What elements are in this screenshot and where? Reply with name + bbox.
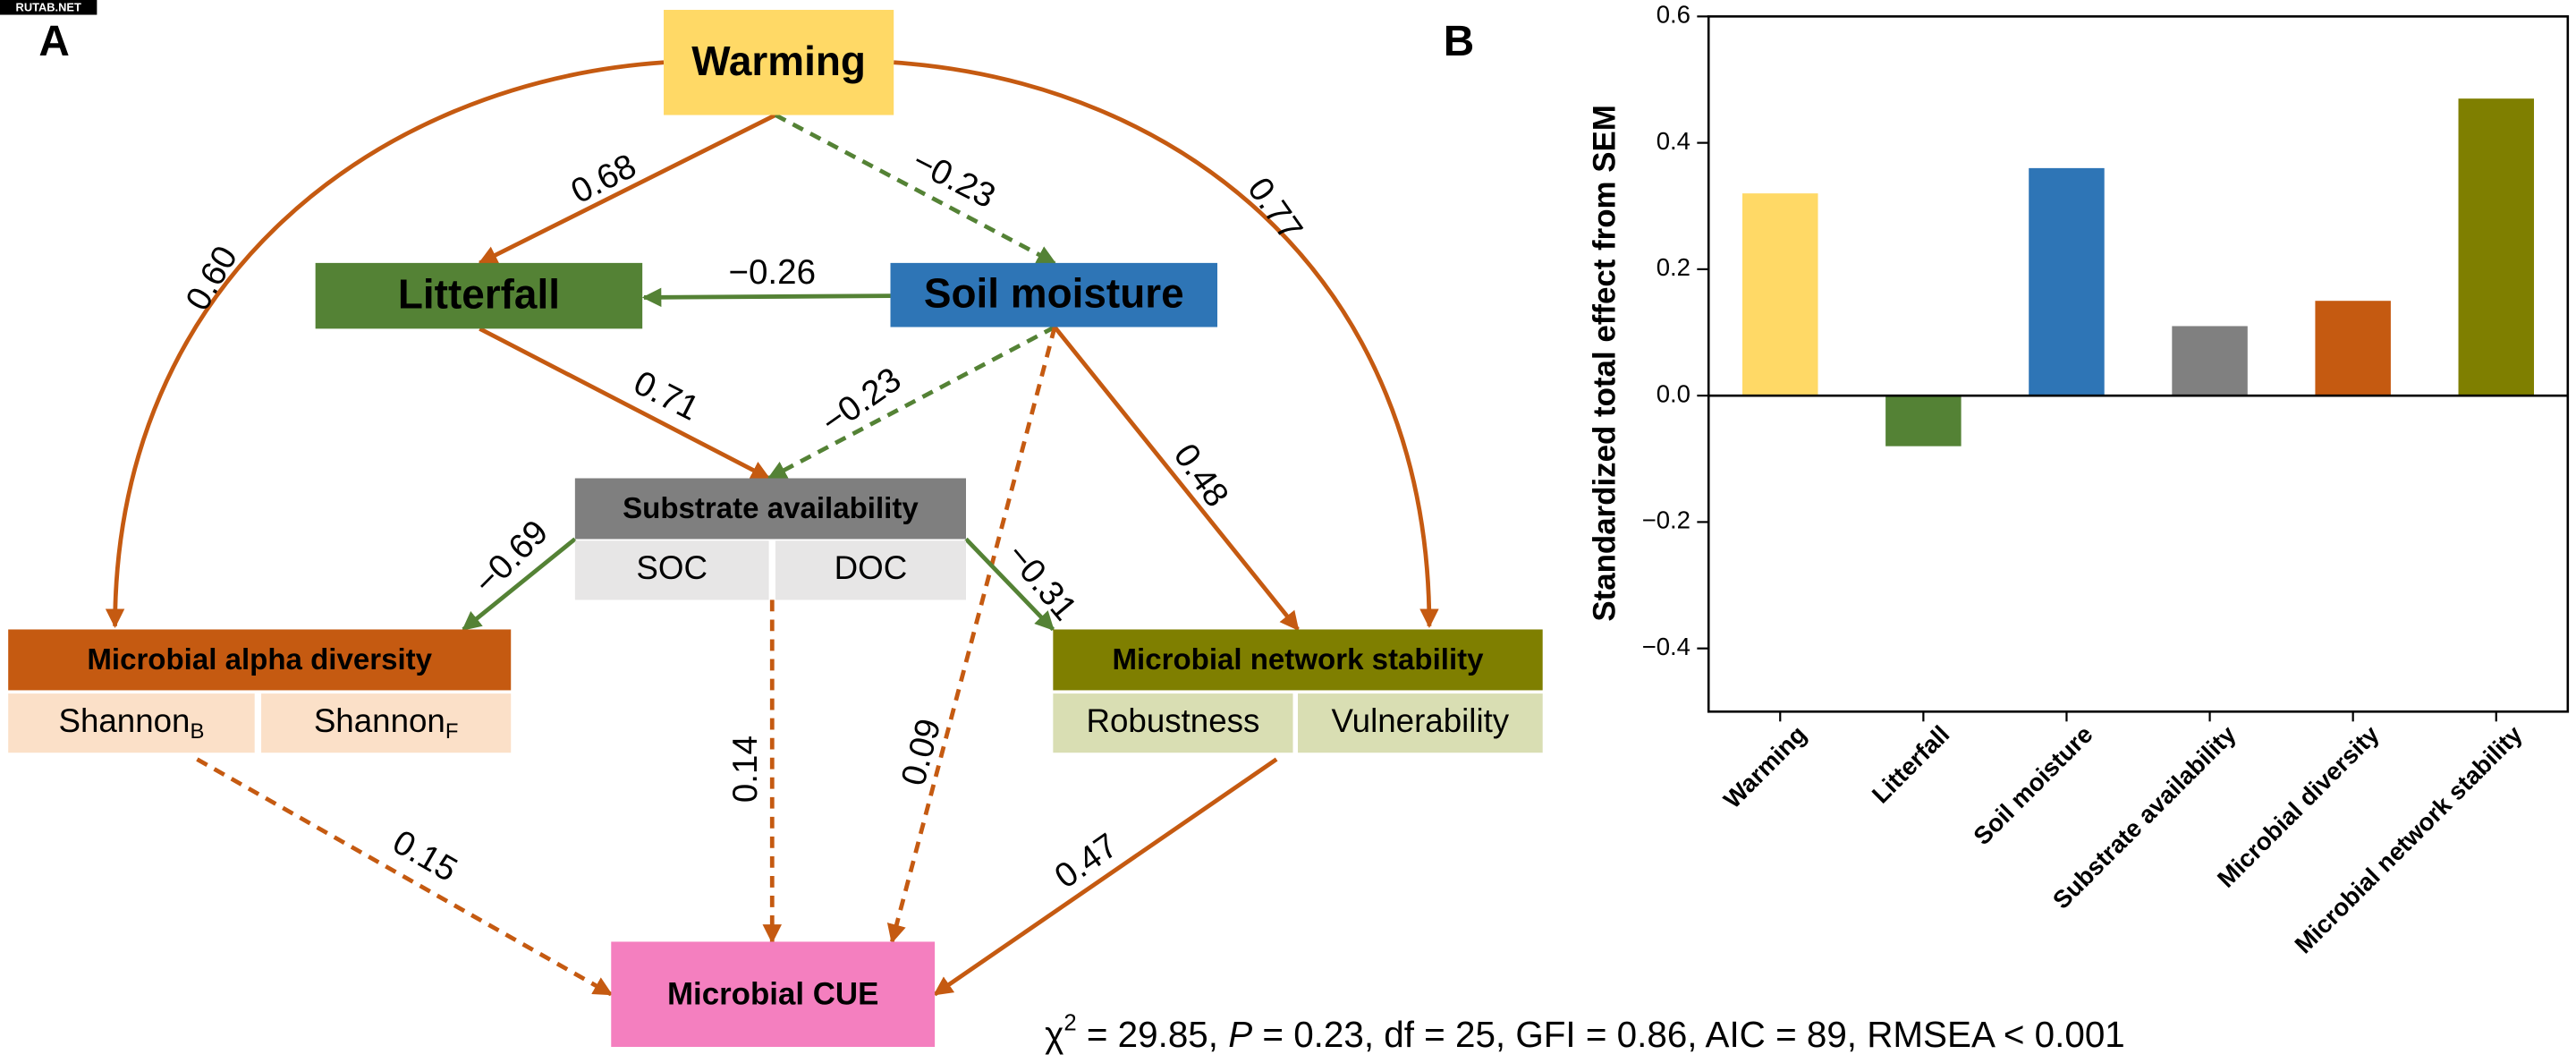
node-box: [664, 10, 894, 115]
node-part-label: ShannonB: [58, 702, 204, 744]
edge: [767, 325, 1056, 480]
edge: [462, 537, 577, 632]
node-label: Substrate availability: [623, 492, 919, 525]
node-part-label: ShannonF: [314, 702, 459, 744]
x-tick-label: Microbial network stability: [2289, 719, 2528, 958]
y-tick-label: 0.4: [1657, 127, 1690, 155]
edge-label: 0.71: [628, 363, 705, 428]
fit-statistics-part: P: [1228, 1014, 1252, 1055]
bar: [2315, 301, 2391, 396]
x-tick-label: Microbial diversity: [2212, 719, 2385, 892]
node-label: Microbial alpha diversity: [87, 643, 432, 676]
edge-label: 0.47: [1048, 826, 1125, 896]
edge: [105, 60, 665, 628]
node-label: Microbial network stability: [1113, 643, 1485, 676]
node-part-label: SOC: [636, 549, 708, 586]
edge: [196, 757, 614, 997]
node-label: Litterfall: [398, 271, 560, 318]
edge: [886, 326, 1057, 944]
node-label: Microbial CUE: [667, 976, 878, 1011]
y-tick-label: −0.2: [1642, 506, 1690, 534]
node-part-box: [775, 540, 966, 600]
edge-label: 0.15: [386, 822, 464, 889]
y-tick-label: −0.4: [1642, 633, 1690, 660]
edge-label: −0.23: [906, 142, 1001, 217]
node-part-box: [1053, 693, 1293, 753]
node-box: [1053, 629, 1543, 691]
x-tick-label: Warming: [1718, 720, 1812, 814]
edge: [774, 113, 1057, 265]
panel-label: A: [38, 18, 69, 65]
y-tick-label: 0.6: [1657, 1, 1690, 29]
node-part-label: Vulnerability: [1332, 702, 1510, 739]
edge: [479, 327, 771, 480]
fit-statistics: χ2 = 29.85, P = 0.23, df = 25, GFI = 0.8…: [1045, 1010, 2125, 1055]
part-text: Shannon: [58, 702, 190, 739]
bar: [2029, 167, 2105, 396]
edge-label: −0.26: [728, 253, 816, 292]
bar: [1885, 395, 1962, 446]
edge: [1053, 326, 1300, 632]
y-axis-label: Standardized total effect from SEM: [1588, 105, 1623, 621]
x-tick-label: Soil moisture: [1968, 720, 2097, 850]
node-label: Warming: [691, 38, 866, 84]
part-text: Shannon: [314, 702, 445, 739]
part-subscript: B: [190, 719, 204, 744]
fit-statistics-part: = 29.85,: [1077, 1014, 1229, 1055]
edge: [641, 287, 891, 308]
node-box: [890, 262, 1218, 327]
bar: [2458, 98, 2535, 396]
node-box: [574, 478, 966, 540]
node-part-label: Robustness: [1086, 702, 1259, 739]
edge-label: −0.31: [999, 536, 1085, 627]
fit-statistics-part: χ: [1045, 1014, 1063, 1055]
watermark-box: [0, 0, 97, 15]
panel-label: B: [1444, 18, 1474, 65]
node-part-box: [8, 693, 255, 753]
node-part-box: [1298, 693, 1543, 753]
fit-statistics-part: = 0.23, df = 25, GFI = 0.86, AIC = 89, R…: [1252, 1014, 2125, 1055]
y-tick-label: 0.0: [1657, 379, 1690, 407]
edge-label: 0.77: [1240, 171, 1309, 248]
part-subscript: F: [445, 719, 459, 744]
bar: [1742, 193, 1818, 396]
node-box: [8, 629, 512, 691]
node-part-box: [261, 693, 512, 753]
fit-statistics-part: 2: [1063, 1010, 1076, 1035]
x-tick-label: Litterfall: [1867, 720, 1955, 809]
edge: [933, 757, 1278, 997]
edge-label: 0.60: [178, 240, 245, 318]
edge: [894, 60, 1439, 628]
watermark: RUTAB.NET: [16, 1, 81, 14]
edge: [964, 537, 1055, 632]
y-tick-label: 0.2: [1657, 253, 1690, 281]
edge-label: 0.09: [894, 715, 949, 790]
plot-frame: [1707, 15, 2570, 713]
bar: [2172, 326, 2248, 396]
node-box: [315, 262, 643, 329]
node-part-box: [574, 540, 769, 600]
node-box: [611, 941, 936, 1047]
edge: [478, 113, 777, 266]
node-part-label: DOC: [835, 549, 908, 586]
node-label: Soil moisture: [924, 270, 1184, 317]
edge-label: 0.14: [726, 736, 765, 803]
